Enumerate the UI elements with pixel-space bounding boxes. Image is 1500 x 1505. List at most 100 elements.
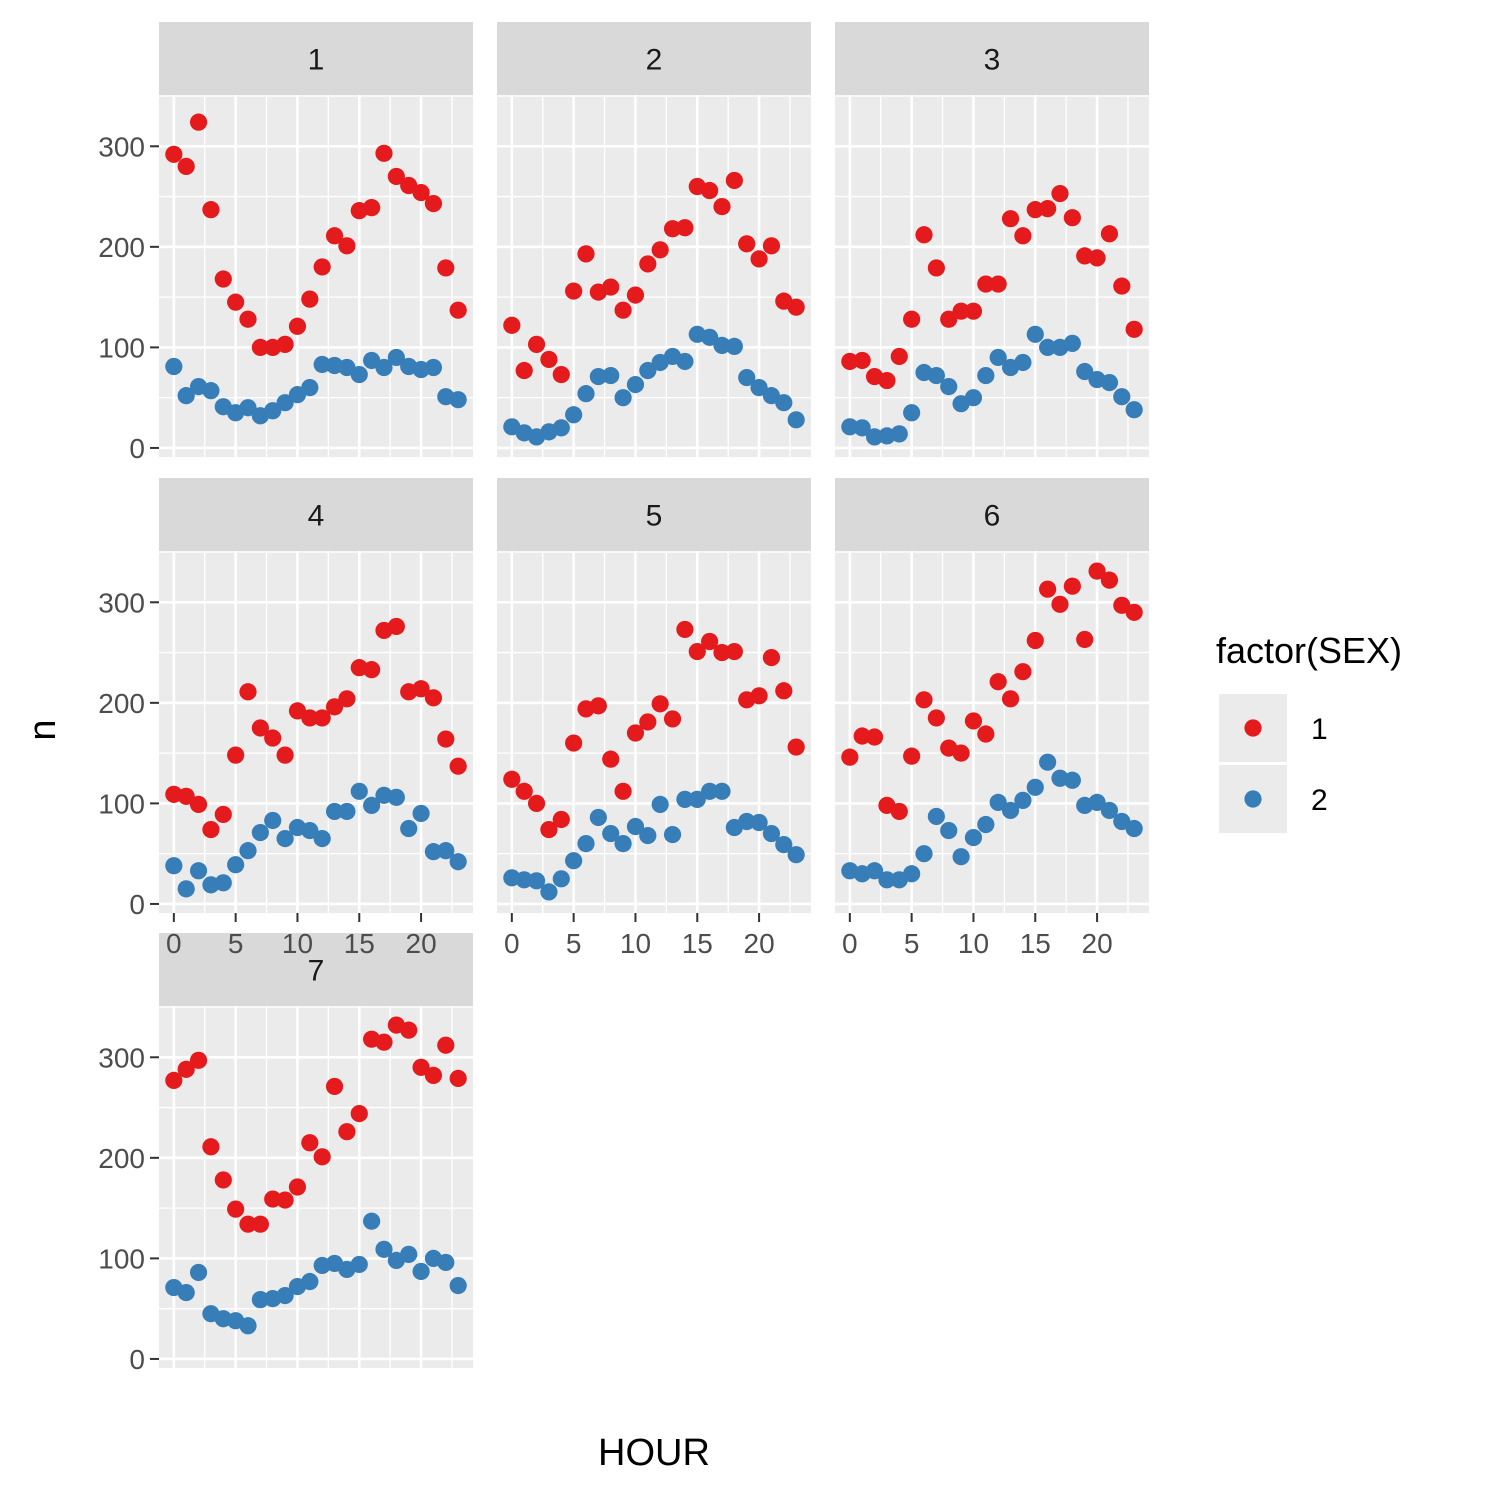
point-sex-2-hour-13: [1001, 801, 1020, 820]
point-sex-2-hour-19: [738, 368, 756, 387]
point-sex-1-hour-4: [552, 365, 570, 384]
point-sex-1-hour-14: [676, 620, 694, 639]
point-sex-1-hour-20: [412, 1058, 430, 1076]
point-sex-1-hour-3: [540, 820, 558, 839]
point-sex-1-hour-16: [1039, 580, 1057, 598]
point-sex-1-hour-19: [738, 235, 756, 253]
x-tick-label: 0: [842, 928, 858, 959]
point-sex-1-hour-3: [202, 1138, 220, 1156]
point-sex-1-hour-15: [1026, 631, 1044, 650]
legend-keys: 12: [1219, 694, 1328, 833]
facet-strip-label: 7: [308, 955, 325, 988]
point-sex-2-hour-8: [602, 366, 620, 385]
point-sex-1-hour-11: [301, 290, 319, 308]
facet-strip: [159, 22, 473, 95]
point-sex-1-hour-8: [602, 278, 620, 296]
point-sex-2-hour-23: [787, 411, 805, 429]
point-sex-1-hour-16: [1039, 200, 1057, 218]
point-sex-2-hour-9: [614, 389, 632, 407]
point-sex-2-hour-5: [227, 856, 245, 874]
data-points: [841, 184, 1143, 446]
point-sex-2-hour-9: [276, 829, 294, 848]
facet-strip-label: 2: [646, 44, 663, 77]
panel-background: [159, 95, 473, 457]
point-sex-1-hour-0: [503, 770, 521, 788]
y-tick-label: 200: [98, 1143, 145, 1174]
point-sex-2-hour-16: [1039, 753, 1057, 771]
point-sex-1-hour-13: [1001, 690, 1020, 708]
point-sex-2-hour-15: [350, 782, 368, 800]
facet-strip-label: 4: [308, 500, 325, 533]
point-sex-1-hour-5: [565, 282, 583, 300]
point-sex-1-hour-23: [449, 1069, 467, 1087]
panel-background: [497, 95, 811, 457]
y-tick-label: 300: [98, 131, 145, 162]
y-tick-label: 0: [129, 1344, 145, 1375]
point-sex-2-hour-21: [424, 358, 443, 377]
point-sex-2-hour-18: [725, 337, 743, 355]
point-sex-1-hour-13: [325, 698, 344, 716]
point-sex-2-hour-23: [1125, 819, 1143, 838]
point-sex-2-hour-21: [762, 824, 781, 843]
point-sex-2-hour-3: [540, 883, 558, 901]
point-sex-1-hour-5: [903, 747, 921, 765]
point-sex-2-hour-17: [375, 358, 393, 377]
point-sex-1-hour-7: [251, 338, 269, 356]
panel-background: [835, 95, 1149, 457]
point-sex-2-hour-16: [363, 796, 381, 815]
facet-panel-2: 2: [497, 22, 811, 457]
point-sex-1-hour-1: [177, 157, 195, 175]
point-sex-1-hour-12: [651, 241, 669, 259]
point-sex-2-hour-17: [713, 336, 731, 354]
legend-entry-2: 2: [1219, 765, 1328, 833]
point-sex-1-hour-13: [325, 227, 344, 245]
point-sex-2-hour-19: [1076, 362, 1094, 381]
point-sex-2-hour-3: [878, 871, 896, 889]
point-sex-2-hour-20: [750, 379, 768, 397]
data-points: [503, 620, 805, 901]
point-sex-1-hour-4: [552, 810, 570, 829]
point-sex-1-hour-17: [375, 144, 393, 162]
point-sex-1-hour-3: [878, 371, 896, 390]
x-tick-label: 10: [282, 928, 313, 959]
y-tick-label: 100: [98, 332, 145, 363]
point-sex-1-hour-13: [663, 220, 682, 238]
point-sex-2-hour-10: [626, 817, 645, 836]
y-axis-title: n: [22, 719, 64, 740]
point-sex-2-hour-14: [1014, 791, 1032, 809]
point-sex-1-hour-0: [503, 316, 521, 334]
point-sex-2-hour-15: [350, 365, 368, 384]
y-tick-label: 300: [98, 587, 145, 618]
point-sex-1-hour-0: [841, 352, 859, 371]
point-sex-2-hour-23: [449, 853, 467, 871]
point-sex-2-hour-12: [651, 795, 669, 814]
y-tick-label: 100: [98, 788, 145, 819]
point-sex-2-hour-11: [301, 1272, 319, 1291]
point-sex-2-hour-13: [325, 802, 344, 821]
point-sex-1-hour-10: [288, 317, 307, 335]
point-sex-1-hour-6: [915, 691, 933, 709]
point-sex-1-hour-23: [1125, 320, 1143, 338]
point-sex-1-hour-7: [251, 1215, 269, 1233]
point-sex-2-hour-12: [313, 355, 331, 374]
point-sex-1-hour-22: [437, 1036, 455, 1054]
point-sex-1-hour-23: [1125, 603, 1143, 621]
point-sex-1-hour-1: [515, 782, 533, 800]
point-sex-1-hour-14: [338, 1123, 356, 1141]
point-sex-1-hour-19: [1076, 630, 1094, 649]
x-tick-label: 20: [1082, 928, 1113, 959]
point-sex-2-hour-14: [338, 802, 356, 821]
facet-panel-3: 3: [835, 22, 1149, 457]
point-sex-1-hour-18: [1063, 209, 1081, 227]
point-sex-2-hour-17: [375, 1240, 393, 1258]
point-sex-2-hour-16: [701, 328, 719, 346]
point-sex-1-hour-22: [437, 730, 455, 748]
point-sex-1-hour-0: [165, 1071, 183, 1090]
point-sex-1-hour-23: [787, 738, 805, 756]
point-sex-2-hour-11: [639, 826, 657, 845]
point-sex-1-hour-4: [214, 270, 232, 288]
point-sex-1-hour-12: [313, 709, 331, 727]
facet-strip-label: 3: [984, 44, 1001, 77]
point-sex-1-hour-11: [301, 709, 319, 727]
point-sex-2-hour-9: [276, 1287, 294, 1305]
